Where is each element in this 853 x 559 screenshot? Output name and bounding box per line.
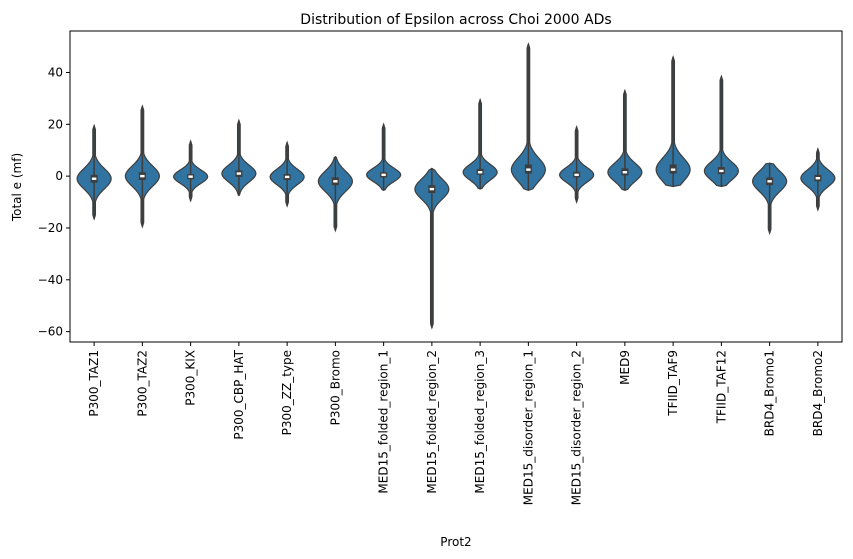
violin-MED15_folded_region_1	[366, 122, 402, 192]
violin-MED15_folded_region_3	[462, 97, 498, 190]
x-tick-label: MED15_disorder_region_1	[521, 350, 535, 505]
violin-P300_TAZ1	[76, 123, 112, 221]
violin-BRD4_Bromo2	[800, 147, 836, 212]
violin-MED15_disorder_region_1	[510, 42, 546, 192]
median-marker	[140, 174, 145, 178]
violin-P300_ZZ_type	[269, 140, 305, 208]
y-tick-label: 40	[48, 65, 63, 79]
x-tick-label: P300_TAZ1	[87, 350, 101, 417]
median-marker	[236, 172, 242, 175]
violin-P300_TAZ2	[124, 104, 160, 229]
x-tick-label: BRD4_Bromo2	[811, 350, 825, 436]
median-marker	[381, 173, 386, 177]
x-tick-label: BRD4_Bromo1	[763, 350, 777, 436]
x-tick-label: P300_CBP_HAT	[232, 349, 246, 439]
violin-TFIID_TAF9	[655, 55, 691, 188]
violin-MED9	[607, 88, 643, 192]
median-marker	[767, 180, 772, 183]
violin-MED15_disorder_region_2	[559, 124, 595, 204]
violin-P300_KIX	[173, 139, 209, 203]
plot-frame	[69, 30, 843, 343]
x-tick-label: MED15_disorder_region_2	[570, 350, 584, 505]
x-tick-label: P300_TAZ2	[135, 350, 149, 417]
violin-BRD4_Bromo1	[752, 162, 788, 236]
median-marker	[188, 175, 193, 178]
x-axis-title: Prot2	[440, 535, 471, 549]
median-marker	[815, 177, 821, 180]
x-tick-label: MED15_folded_region_2	[425, 350, 439, 494]
x-tick-label: MED15_folded_region_3	[473, 350, 487, 494]
x-tick-label: TFIID_TAF9	[666, 350, 680, 417]
x-tick-label: MED15_folded_region_1	[377, 350, 391, 494]
median-marker	[429, 187, 435, 191]
plot-area: −60 −40 −20 0 20 40 P300_TAZ1 P300_TAZ2 P300_KIX…	[38, 30, 843, 505]
median-marker	[574, 173, 579, 177]
median-marker	[719, 169, 724, 173]
y-axis-title: Total e (mf)	[10, 153, 24, 222]
violin-P300_CBP_HAT	[221, 118, 257, 197]
y-tick-label: 0	[55, 169, 63, 183]
violin-MED15_folded_region_2	[414, 167, 450, 330]
x-tick-label: P300_KIX	[184, 350, 198, 406]
median-marker	[526, 168, 531, 171]
y-tick-label: −60	[38, 325, 63, 339]
violin-P300_Bromo	[317, 155, 353, 233]
chart-title: Distribution of Epsilon across Choi 2000…	[300, 12, 611, 28]
y-tick-label: 20	[48, 117, 63, 131]
median-marker	[477, 171, 483, 174]
median-marker	[670, 168, 676, 171]
median-marker	[91, 177, 97, 180]
x-tick-label: P300_Bromo	[328, 350, 342, 425]
y-tick-label: −40	[38, 273, 63, 287]
violin-TFIID_TAF12	[703, 74, 739, 188]
x-tick-label: TFIID_TAF12	[714, 350, 728, 424]
x-tick-label: MED9	[618, 350, 632, 385]
x-tick-label: P300_ZZ_type	[280, 350, 294, 435]
median-marker	[333, 180, 338, 183]
y-tick-label: −20	[38, 221, 63, 235]
median-marker	[622, 171, 628, 174]
median-marker	[284, 175, 290, 179]
